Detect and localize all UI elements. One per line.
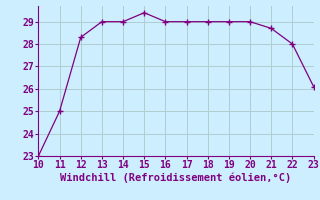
X-axis label: Windchill (Refroidissement éolien,°C): Windchill (Refroidissement éolien,°C) bbox=[60, 173, 292, 183]
